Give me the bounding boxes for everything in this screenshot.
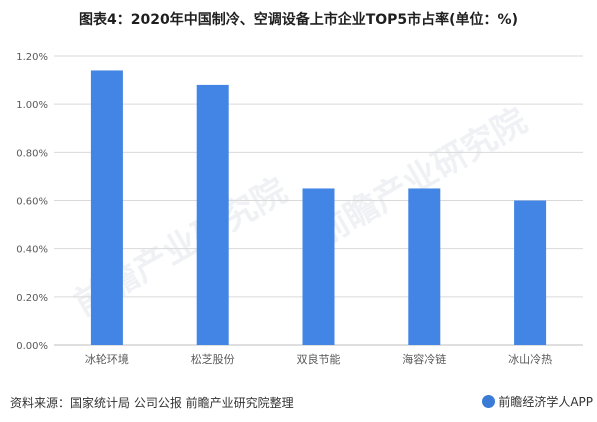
source-note: 资料来源：国家统计局 公司公报 前瞻产业研究院整理 — [10, 396, 294, 410]
x-tick-label: 海容冷链 — [402, 352, 446, 366]
y-tick-label: 0.80% — [16, 148, 48, 159]
x-tick-label: 冰山冷热 — [508, 353, 552, 366]
bar — [514, 200, 547, 345]
y-tick-label: 0.60% — [16, 197, 48, 208]
bar — [408, 188, 441, 345]
y-tick-label: 1.00% — [16, 100, 48, 111]
bar — [90, 70, 123, 345]
bar — [302, 188, 335, 345]
y-tick-label: 0.40% — [16, 245, 48, 256]
chart-title: 图表4：2020年中国制冷、空调设备上市企业TOP5市占率(单位：%) — [79, 12, 518, 28]
y-tick-label: 0.20% — [16, 293, 48, 304]
x-tick-label: 冰轮环境 — [85, 352, 129, 366]
brand-credit: 前瞻经济学人APP — [482, 393, 593, 410]
x-tick-label: 松芝股份 — [191, 352, 235, 366]
x-tick-label: 双良节能 — [297, 352, 341, 366]
bar — [196, 84, 229, 346]
brand-logo-icon — [482, 395, 496, 408]
y-tick-label: 1.20% — [16, 52, 48, 63]
brand-name: 前瞻经济学人APP — [498, 395, 593, 409]
y-tick-label: 0.00% — [16, 341, 48, 352]
